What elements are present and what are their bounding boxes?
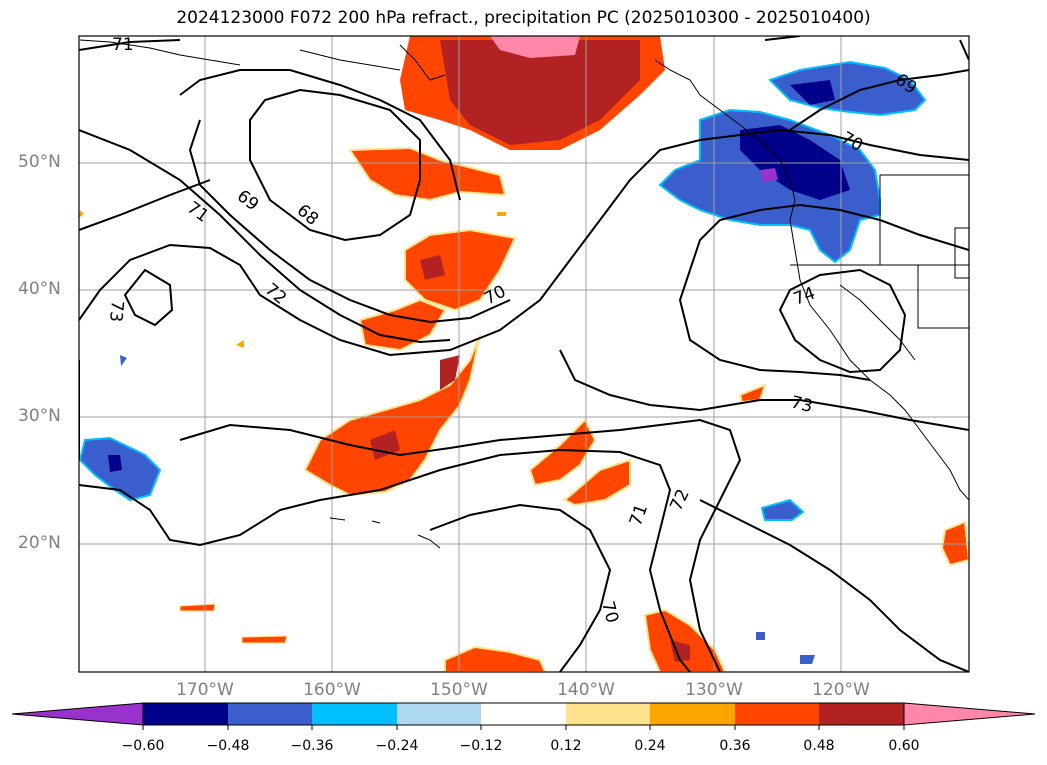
colorbar-tick-label: −0.24	[375, 738, 419, 754]
figure-title: 2024123000 F072 200 hPa refract., precip…	[176, 8, 871, 28]
refractivity-contours	[79, 36, 969, 672]
lon-label: 150°W	[430, 680, 488, 700]
colorbar-tick-label: −0.60	[121, 738, 165, 754]
colorbar	[11, 702, 1036, 730]
contour-label: 73	[105, 300, 127, 323]
colorbar-tick-label: 0.60	[888, 738, 920, 754]
lat-label: 50°N	[18, 152, 61, 172]
lon-label: 120°W	[812, 680, 870, 700]
precip-negative-shading	[79, 60, 927, 664]
colorbar-tick-label: 0.36	[719, 738, 751, 754]
colorbar-tick-label: −0.36	[290, 738, 334, 754]
colorbar-tick-label: 0.24	[634, 738, 666, 754]
coastlines	[79, 39, 969, 549]
map-gridlines	[79, 36, 969, 672]
lat-label: 20°N	[18, 533, 61, 553]
lon-label: 130°W	[685, 680, 743, 700]
lat-label: 30°N	[18, 406, 61, 426]
colorbar-tick-label: −0.12	[459, 738, 503, 754]
lon-label: 170°W	[176, 680, 234, 700]
lat-label: 40°N	[18, 279, 61, 299]
contour-label: 71	[112, 35, 134, 55]
lon-label: 140°W	[557, 680, 615, 700]
colorbar-tick-label: 0.48	[803, 738, 835, 754]
lon-label: 160°W	[303, 680, 361, 700]
colorbar-tick-label: −0.48	[206, 738, 250, 754]
map-frame	[78, 35, 970, 673]
colorbar-tick-label: 0.12	[550, 738, 582, 754]
